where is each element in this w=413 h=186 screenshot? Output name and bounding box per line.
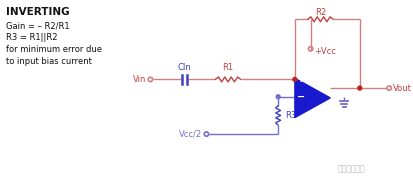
Circle shape	[292, 78, 296, 81]
Text: for minimum error due: for minimum error due	[6, 45, 102, 54]
Text: R2: R2	[314, 8, 325, 17]
Text: Vout: Vout	[392, 84, 411, 93]
Polygon shape	[294, 78, 330, 118]
Text: R1: R1	[222, 62, 233, 72]
Text: CIn: CIn	[178, 62, 191, 72]
Text: R3 = R1||R2: R3 = R1||R2	[6, 33, 57, 42]
Text: Vin: Vin	[133, 75, 146, 84]
Text: R3: R3	[285, 111, 296, 120]
Text: +: +	[296, 74, 304, 84]
Text: INVERTING: INVERTING	[6, 7, 69, 17]
Circle shape	[357, 86, 361, 90]
Text: −: −	[296, 92, 304, 102]
Circle shape	[275, 95, 280, 99]
Text: to input bias current: to input bias current	[6, 57, 92, 66]
Text: 张飞实驗电子: 张飞实驗电子	[337, 164, 365, 173]
Text: Vcc/2: Vcc/2	[179, 130, 202, 139]
Text: Gain = – R2/R1: Gain = – R2/R1	[6, 21, 69, 30]
Text: +Vcc: +Vcc	[314, 47, 336, 56]
